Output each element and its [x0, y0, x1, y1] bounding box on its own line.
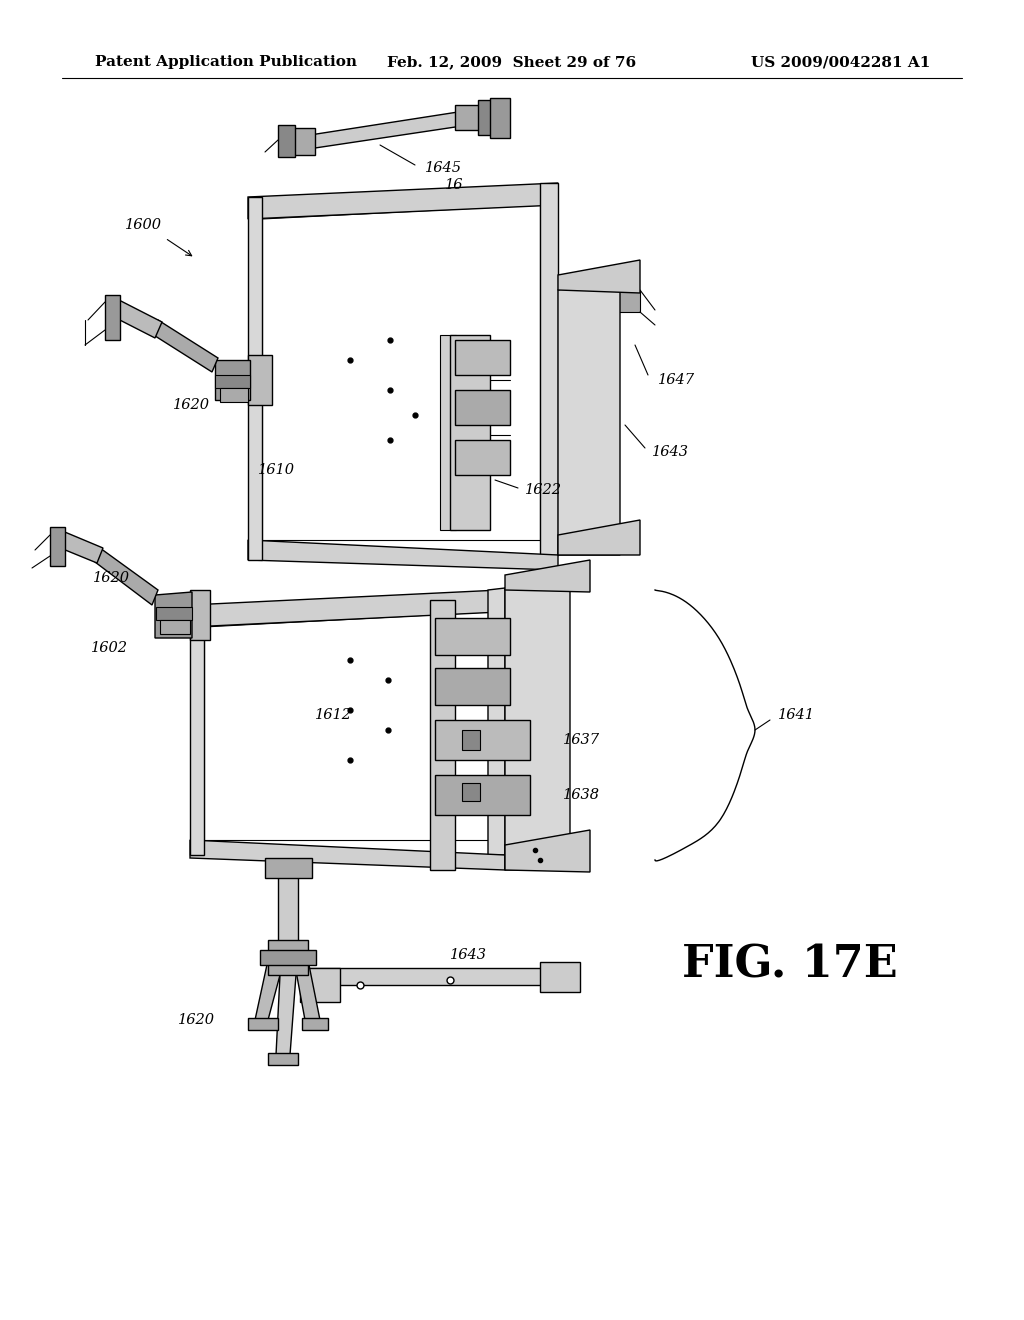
Polygon shape — [558, 520, 640, 554]
Polygon shape — [268, 940, 308, 975]
Polygon shape — [278, 125, 295, 157]
Polygon shape — [190, 605, 204, 855]
Polygon shape — [53, 531, 103, 564]
Polygon shape — [156, 607, 193, 620]
Bar — [615, 290, 640, 312]
Text: 1645: 1645 — [425, 161, 462, 176]
Text: 1647: 1647 — [658, 374, 695, 387]
Text: US 2009/0042281 A1: US 2009/0042281 A1 — [751, 55, 930, 69]
Text: FIG. 17E: FIG. 17E — [682, 944, 898, 986]
Polygon shape — [190, 840, 505, 870]
Polygon shape — [558, 260, 640, 293]
Polygon shape — [455, 389, 510, 425]
Polygon shape — [255, 960, 284, 1020]
Text: Feb. 12, 2009  Sheet 29 of 76: Feb. 12, 2009 Sheet 29 of 76 — [387, 55, 637, 69]
Text: 1638: 1638 — [563, 788, 600, 803]
Polygon shape — [435, 775, 530, 814]
Polygon shape — [290, 128, 315, 154]
Polygon shape — [248, 540, 558, 570]
Text: 1602: 1602 — [91, 642, 128, 655]
Polygon shape — [108, 298, 162, 338]
Polygon shape — [540, 962, 580, 993]
Text: 1600: 1600 — [125, 218, 162, 232]
Bar — [462, 783, 480, 801]
Polygon shape — [558, 275, 620, 554]
Polygon shape — [248, 1018, 278, 1030]
Polygon shape — [430, 601, 455, 870]
Text: 1620: 1620 — [173, 399, 210, 412]
Text: 1622: 1622 — [525, 483, 562, 498]
Text: 1612: 1612 — [315, 708, 352, 722]
Text: 1643: 1643 — [652, 445, 689, 459]
Polygon shape — [435, 719, 530, 760]
Polygon shape — [262, 205, 540, 540]
Text: 1620: 1620 — [93, 572, 130, 585]
Polygon shape — [488, 587, 505, 855]
Polygon shape — [455, 106, 482, 129]
Text: 1610: 1610 — [258, 463, 295, 477]
Polygon shape — [505, 830, 590, 873]
Text: Patent Application Publication: Patent Application Publication — [95, 55, 357, 69]
Polygon shape — [265, 858, 312, 878]
Polygon shape — [302, 1018, 328, 1030]
Polygon shape — [260, 950, 316, 965]
Text: 1643: 1643 — [450, 948, 487, 962]
Polygon shape — [248, 197, 262, 560]
Polygon shape — [490, 98, 510, 139]
Polygon shape — [435, 668, 510, 705]
Polygon shape — [220, 388, 248, 403]
Polygon shape — [300, 968, 340, 1002]
Polygon shape — [505, 576, 570, 870]
Polygon shape — [160, 620, 190, 634]
Polygon shape — [294, 960, 319, 1020]
Polygon shape — [190, 590, 210, 640]
Polygon shape — [215, 375, 250, 388]
Polygon shape — [105, 294, 120, 341]
Polygon shape — [450, 335, 490, 531]
Polygon shape — [155, 591, 193, 638]
Polygon shape — [268, 1053, 298, 1065]
Text: 1641: 1641 — [778, 708, 815, 722]
Polygon shape — [190, 590, 500, 627]
Polygon shape — [435, 618, 510, 655]
Polygon shape — [310, 112, 462, 148]
Polygon shape — [50, 527, 65, 566]
Polygon shape — [455, 341, 510, 375]
Polygon shape — [540, 183, 558, 554]
Polygon shape — [248, 183, 558, 219]
Text: 1620: 1620 — [178, 1012, 215, 1027]
Polygon shape — [300, 968, 570, 985]
Text: 16: 16 — [445, 178, 464, 191]
Polygon shape — [455, 440, 510, 475]
Polygon shape — [248, 355, 272, 405]
Polygon shape — [152, 319, 218, 372]
Polygon shape — [204, 612, 488, 840]
Polygon shape — [215, 360, 250, 400]
Bar — [462, 730, 480, 750]
Text: 1637: 1637 — [563, 733, 600, 747]
Polygon shape — [276, 975, 296, 1055]
Polygon shape — [505, 560, 590, 591]
Polygon shape — [278, 870, 298, 960]
Polygon shape — [440, 335, 456, 531]
Polygon shape — [95, 548, 158, 605]
Polygon shape — [478, 100, 500, 135]
